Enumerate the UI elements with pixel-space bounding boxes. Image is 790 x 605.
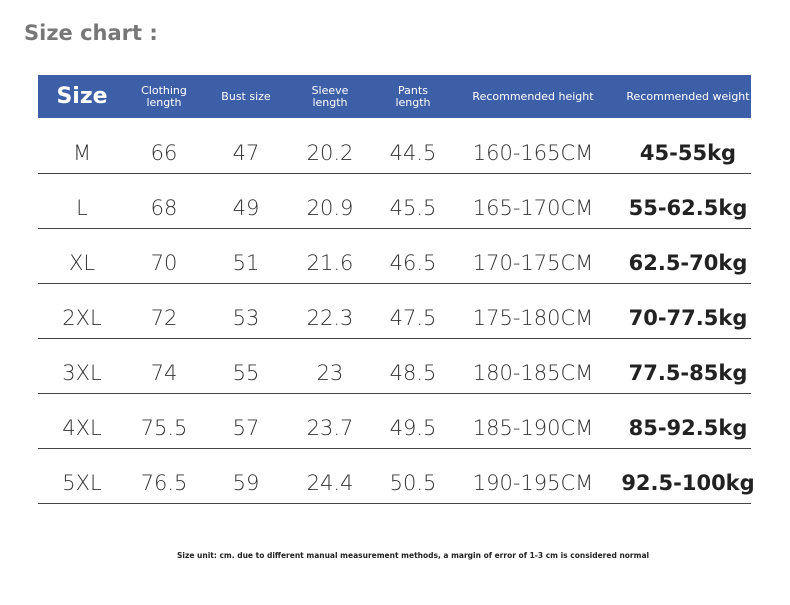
table-cell: 190-195CM — [472, 471, 594, 495]
table-cell: 45.5 — [389, 196, 437, 220]
table-cell: 70 — [150, 251, 178, 275]
table-cell: M — [72, 141, 92, 165]
table-cell: 175-180CM — [472, 306, 594, 330]
table-cell: 20.2 — [306, 141, 354, 165]
table-cell: 55 — [232, 361, 260, 385]
table-cell: 185-190CM — [472, 416, 594, 440]
table-cell: 76.5 — [140, 471, 188, 495]
table-cell: 22.3 — [306, 306, 354, 330]
table-cell: 21.6 — [306, 251, 354, 275]
table-cell: 45-55kg — [639, 141, 737, 165]
table-cell: L — [76, 196, 88, 220]
table-header: Size Clothing length Bust size Sleeve lengt… — [38, 75, 751, 118]
header-cell: Recommended height — [472, 89, 594, 103]
table-cell: 92.5-100kg — [621, 471, 755, 495]
table-cell: 66 — [150, 141, 178, 165]
table-cell: 160-165CM — [472, 141, 594, 165]
table-cell: 20.9 — [306, 196, 354, 220]
table-cell: 55-62.5kg — [628, 196, 748, 220]
row-divider — [38, 338, 751, 339]
table-cell: 24.4 — [306, 471, 354, 495]
table-cell: 3XL — [62, 361, 102, 385]
table-cell: 70-77.5kg — [628, 306, 748, 330]
table-cell: 72 — [150, 306, 178, 330]
table-cell: 77.5-85kg — [628, 361, 748, 385]
header-cell: Sleeve length — [311, 83, 349, 109]
row-divider — [38, 448, 751, 449]
table-cell: 85-92.5kg — [628, 416, 748, 440]
table-cell: 50.5 — [389, 471, 437, 495]
row-divider — [38, 228, 751, 229]
header-cell: Bust size — [221, 89, 271, 103]
header-cell: Recommended weight — [626, 89, 750, 103]
table-cell: 46.5 — [389, 251, 437, 275]
table-cell: 57 — [232, 416, 260, 440]
table-cell: 62.5-70kg — [628, 251, 748, 275]
table-cell: 49 — [232, 196, 260, 220]
row-divider — [38, 393, 751, 394]
header-cell: Clothing length — [141, 83, 187, 109]
table-cell: 44.5 — [389, 141, 437, 165]
header-cell: Pants length — [395, 83, 431, 109]
row-divider — [38, 283, 751, 284]
row-divider — [38, 173, 751, 174]
footnote: Size unit: cm. due to different manual m… — [177, 551, 650, 560]
table-cell: XL — [68, 251, 96, 275]
table-cell: 53 — [232, 306, 260, 330]
table-cell: 47.5 — [389, 306, 437, 330]
table-cell: 49.5 — [389, 416, 437, 440]
table-cell: 23.7 — [306, 416, 354, 440]
table-cell: 74 — [150, 361, 178, 385]
table-cell: 47 — [232, 141, 260, 165]
table-cell: 165-170CM — [472, 196, 594, 220]
header-cell: Size — [56, 83, 108, 109]
table-cell: 2XL — [62, 306, 102, 330]
table-cell: 48.5 — [389, 361, 437, 385]
row-divider — [38, 503, 751, 504]
table-cell: 180-185CM — [472, 361, 594, 385]
table-cell: 170-175CM — [472, 251, 594, 275]
table-cell: 23 — [316, 361, 344, 385]
table-cell: 75.5 — [140, 416, 188, 440]
table-cell: 5XL — [62, 471, 102, 495]
table-cell: 51 — [232, 251, 260, 275]
title: Size chart : — [24, 21, 158, 45]
table-cell: 59 — [232, 471, 260, 495]
table-cell: 68 — [150, 196, 178, 220]
table-cell: 4XL — [62, 416, 102, 440]
